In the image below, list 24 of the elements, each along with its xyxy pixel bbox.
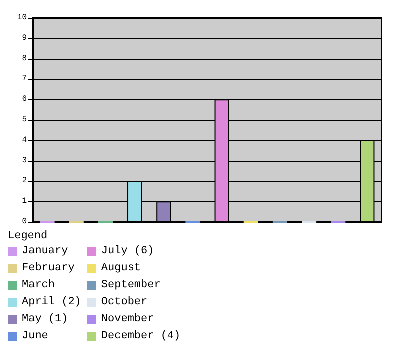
legend-label: June [22,330,48,342]
legend-label: March [22,280,56,292]
y-tick-label: 0 [22,218,28,226]
legend-label: February [22,262,76,274]
legend-label: October [101,296,148,308]
y-tick-label: 5 [22,116,28,124]
y-tick-label: 10 [17,14,28,22]
y-tick-label: 1 [22,197,28,206]
y-tick-label: 4 [22,136,28,145]
y-tick-label: 3 [22,156,28,166]
y-tick-label: 8 [22,54,28,64]
legend-label: August [101,262,142,274]
y-tick-label: 6 [22,95,28,104]
legend-label: May (1) [22,314,68,326]
y-tick-label: 9 [22,34,28,43]
y-tick-label: 2 [22,176,28,186]
legend-label: November [101,314,154,326]
legend-label: January [22,246,69,258]
legend-label: July (6) [101,246,154,258]
y-tick-label: 7 [22,74,28,84]
legend-label: September [101,280,161,292]
legend-label: December (4) [101,330,181,342]
legend-title: Legend [8,230,48,242]
legend-label: April (2) [22,296,82,308]
